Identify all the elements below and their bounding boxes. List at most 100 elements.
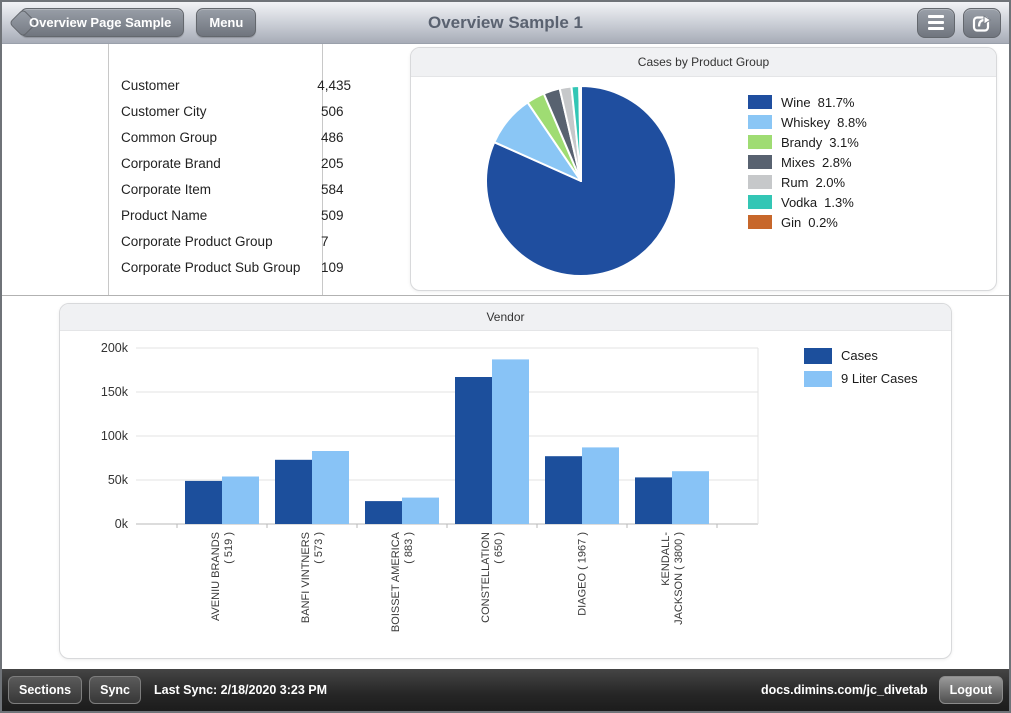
pie-chart[interactable]: [411, 77, 996, 291]
pie-panel-title: Cases by Product Group: [411, 48, 996, 77]
stat-row-corporate-product-sub-group[interactable]: Corporate Product Sub Group 109: [121, 254, 351, 280]
bar-cases-kendall-jackson[interactable]: [635, 477, 672, 524]
legend-swatch: [748, 175, 772, 189]
legend-label: Rum: [781, 174, 809, 190]
legend-percent: 2.8%: [821, 154, 852, 170]
legend-percent: 2.0%: [815, 174, 846, 190]
legend-label: Whiskey: [781, 114, 831, 130]
legend-label: Cases: [841, 348, 878, 363]
stat-row-product-name[interactable]: Product Name 509: [121, 202, 351, 228]
last-sync-label: Last Sync: 2/18/2020 3:23 PM: [154, 683, 328, 697]
stat-row-common-group[interactable]: Common Group 486: [121, 124, 351, 150]
section-divider: [2, 295, 1009, 296]
vendor-panel-title: Vendor: [60, 304, 951, 331]
legend-label: Brandy: [781, 134, 823, 150]
legend-item-brandy[interactable]: Brandy 3.1%: [748, 132, 867, 152]
stats-left-divider: [108, 44, 109, 295]
stat-row-customer[interactable]: Customer 4,435: [121, 72, 351, 98]
legend-item-cases[interactable]: Cases: [804, 344, 918, 367]
stat-value: 205: [321, 155, 344, 171]
legend-percent: 3.1%: [829, 134, 859, 150]
legend-item-mixes[interactable]: Mixes 2.8%: [748, 152, 867, 172]
stat-row-corporate-product-group[interactable]: Corporate Product Group 7: [121, 228, 351, 254]
vendor-panel: Vendor 0k 50k 100k 150k 200k AVENIU BRANDS( 5…: [59, 303, 952, 659]
back-button[interactable]: Overview Page Sample: [8, 8, 185, 37]
legend-label: Vodka: [781, 194, 818, 210]
bar-cases-banfi-vintners[interactable]: [275, 459, 312, 524]
sync-button[interactable]: Sync: [89, 676, 141, 704]
pie-slice-gin[interactable]: [578, 85, 582, 182]
bar-9-liter-cases-boisset-america[interactable]: [402, 497, 439, 524]
legend-percent: 8.8%: [837, 114, 867, 130]
stat-row-customer-city[interactable]: Customer City 506: [121, 98, 351, 124]
menu-button[interactable]: Menu: [196, 8, 257, 37]
stat-label: Product Name: [121, 207, 208, 223]
x-axis-category-label: BANFI VINTNERS( 573 ): [300, 532, 325, 623]
y-axis-label: 150k: [101, 385, 129, 399]
legend-swatch: [748, 195, 772, 209]
hamburger-icon: [928, 15, 944, 30]
legend-swatch: [804, 347, 832, 364]
legend-swatch: [748, 135, 772, 149]
logout-button[interactable]: Logout: [938, 676, 1003, 704]
server-url-label: docs.dimins.com/jc_divetab: [760, 683, 928, 697]
legend-item-gin[interactable]: Gin 0.2%: [748, 212, 867, 232]
vendor-panel-body: 0k 50k 100k 150k 200k AVENIU BRANDS( 519 ) BAN…: [60, 331, 951, 659]
main-content: Customer 4,435 Customer City 506 Common Grou…: [2, 44, 1009, 669]
legend-item-9-liter-cases[interactable]: 9 Liter Cases: [804, 367, 918, 390]
x-axis-category-label: BOISSET AMERICA( 883 ): [390, 531, 415, 632]
x-axis-category-label: KENDALL-JACKSON ( 3800 ): [660, 532, 685, 625]
bar-cases-aveniu-brands[interactable]: [185, 480, 222, 524]
legend-label: Wine: [781, 94, 811, 110]
legend-label: Gin: [781, 214, 802, 230]
pie-panel: Cases by Product Group Wine 81.7% Whiskey 8…: [410, 47, 997, 291]
stat-value: 4,435: [317, 77, 351, 93]
x-axis-category-label: CONSTELLATION( 650 ): [480, 532, 505, 623]
legend-percent: 81.7%: [817, 94, 855, 110]
stat-value: 7: [321, 233, 329, 249]
stat-label: Corporate Product Group: [121, 233, 273, 249]
legend-swatch: [748, 155, 772, 169]
stat-value: 584: [321, 181, 344, 197]
stat-row-corporate-item[interactable]: Corporate Item 584: [121, 176, 351, 202]
bar-cases-constellation[interactable]: [455, 377, 492, 524]
share-button[interactable]: [963, 7, 1001, 38]
sections-button[interactable]: Sections: [8, 676, 83, 704]
stat-value: 109: [321, 259, 344, 275]
stat-value: 506: [321, 103, 344, 119]
vendor-legend: Cases 9 Liter Cases: [804, 344, 918, 390]
bar-9-liter-cases-aveniu-brands[interactable]: [222, 476, 259, 525]
stat-label: Corporate Product Sub Group: [121, 259, 301, 275]
legend-label: Mixes: [781, 154, 815, 170]
legend-item-wine[interactable]: Wine 81.7%: [748, 92, 867, 112]
x-axis-category-label: DIAGEO ( 1967 ): [577, 532, 589, 616]
bar-9-liter-cases-banfi-vintners[interactable]: [312, 451, 349, 524]
y-axis-label: 200k: [101, 341, 129, 355]
share-icon: [972, 14, 992, 32]
back-button-label: Overview Page Sample: [29, 15, 172, 30]
stat-label: Common Group: [121, 129, 218, 145]
bar-9-liter-cases-kendall-jackson[interactable]: [672, 471, 709, 524]
bottom-bar: Sections Sync Last Sync: 2/18/2020 3:23 …: [2, 669, 1009, 711]
stats-right-divider: [322, 44, 323, 295]
legend-item-vodka[interactable]: Vodka 1.3%: [748, 192, 867, 212]
bar-9-liter-cases-diageo[interactable]: [582, 447, 619, 524]
x-axis-category-label: AVENIU BRANDS( 519 ): [210, 532, 235, 621]
legend-swatch: [748, 115, 772, 129]
top-bar: Overview Page Sample Menu Overview Sampl…: [2, 2, 1009, 44]
stat-label: Corporate Brand: [121, 155, 221, 171]
legend-item-rum[interactable]: Rum 2.0%: [748, 172, 867, 192]
list-menu-button[interactable]: [917, 7, 955, 38]
bar-9-liter-cases-constellation[interactable]: [492, 359, 529, 524]
legend-swatch: [748, 95, 772, 109]
stat-row-corporate-brand[interactable]: Corporate Brand 205: [121, 150, 351, 176]
bar-cases-diageo[interactable]: [545, 456, 582, 524]
pie-slice-wine[interactable]: [484, 85, 677, 277]
stat-label: Customer City: [121, 103, 207, 119]
stat-value: 509: [321, 207, 344, 223]
vendor-bar-chart[interactable]: 0k 50k 100k 150k 200k AVENIU BRANDS( 519 ) BAN…: [60, 331, 951, 659]
legend-percent: 1.3%: [824, 194, 854, 210]
bar-cases-boisset-america[interactable]: [365, 501, 402, 524]
legend-item-whiskey[interactable]: Whiskey 8.8%: [748, 112, 867, 132]
